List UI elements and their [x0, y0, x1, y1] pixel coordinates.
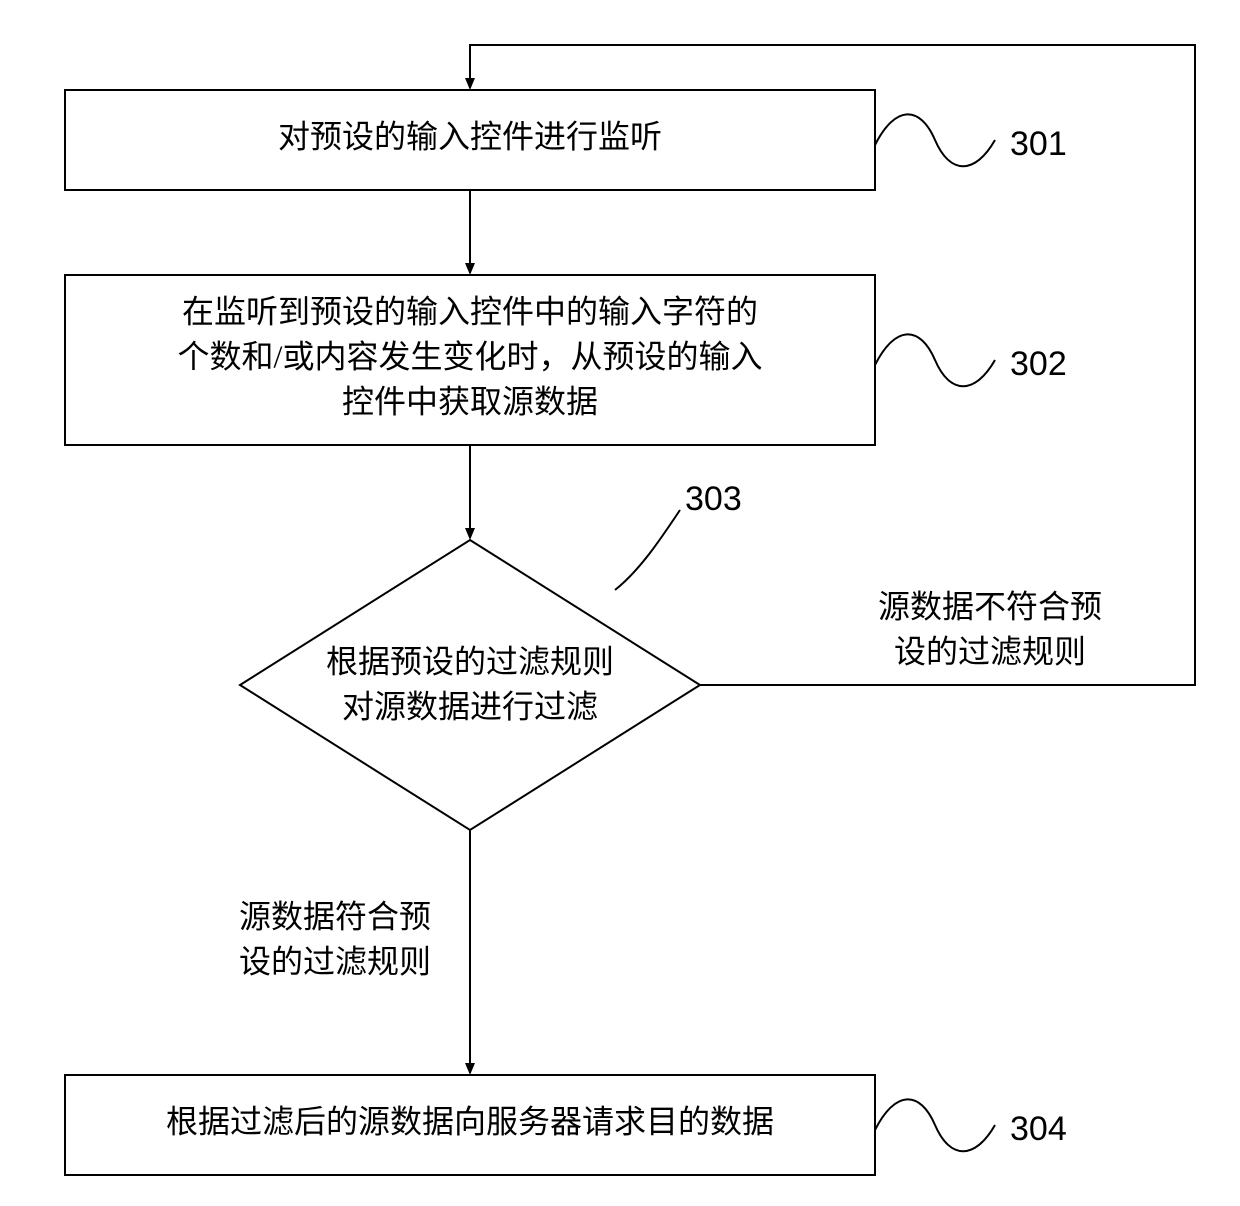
label-303: 303 [685, 480, 742, 518]
label-301: 301 [1010, 125, 1067, 163]
step1-text: 对预设的输入控件进行监听 [278, 118, 662, 154]
squiggle-303 [615, 510, 680, 590]
no-branch-line1: 源数据不符合预 [878, 588, 1102, 624]
label-304: 304 [1010, 1110, 1067, 1148]
step4-text: 根据过滤后的源数据向服务器请求目的数据 [166, 1103, 774, 1139]
label-302: 302 [1010, 345, 1067, 383]
step3-diamond [240, 540, 700, 830]
no-branch-line2: 设的过滤规则 [894, 633, 1086, 669]
yes-branch-line2: 设的过滤规则 [239, 943, 431, 979]
yes-branch-line1: 源数据符合预 [239, 898, 431, 934]
squiggle-302 [875, 334, 995, 386]
step2-text-line3: 控件中获取源数据 [342, 383, 598, 419]
squiggle-304 [875, 1099, 995, 1151]
flowchart-diagram: 对预设的输入控件进行监听 在监听到预设的输入控件中的输入字符的 个数和/或内容发… [0, 0, 1240, 1206]
step3-text-line1: 根据预设的过滤规则 [326, 643, 614, 679]
squiggle-301 [875, 114, 995, 166]
step2-text-line1: 在监听到预设的输入控件中的输入字符的 [182, 293, 758, 329]
step2-text-line2: 个数和/或内容发生变化时，从预设的输入 [178, 338, 763, 374]
step3-text-line2: 对源数据进行过滤 [342, 688, 598, 724]
